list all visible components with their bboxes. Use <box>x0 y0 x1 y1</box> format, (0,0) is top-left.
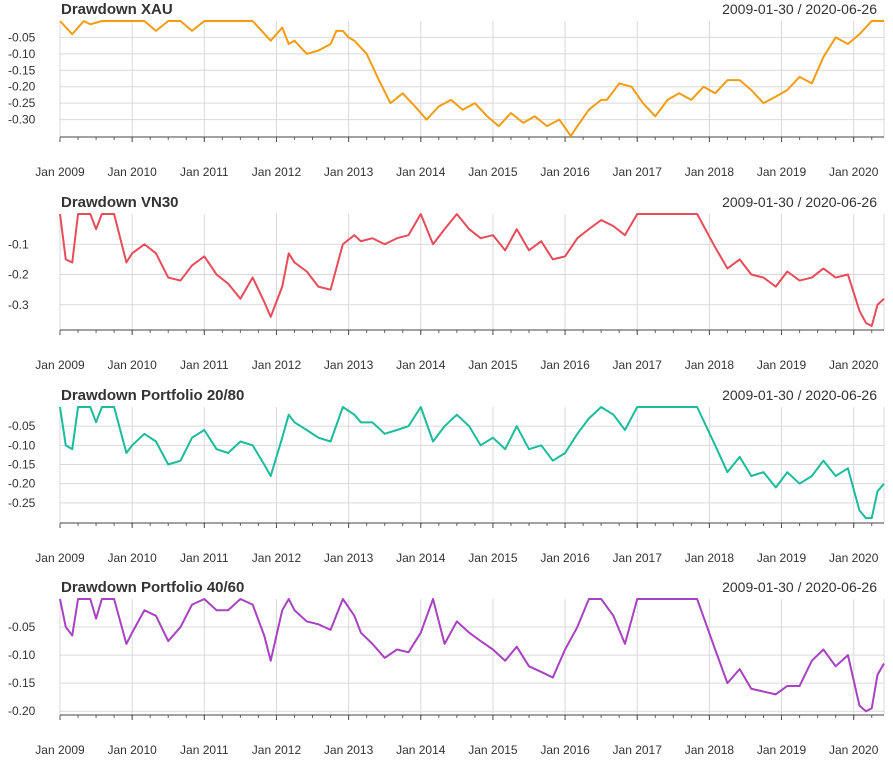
chart-title: Drawdown XAU <box>61 1 173 18</box>
x-tick-label: Jan 2014 <box>396 551 446 565</box>
y-tick-label: -0.10 <box>8 438 36 452</box>
series-line <box>59 598 885 713</box>
chart-panel-1: Drawdown XAU 2009-01-30 / 2020-06-26 Jan 2… <box>8 1 885 179</box>
x-tick-label: Jan 2020 <box>829 551 879 565</box>
x-tick-label: Jan 2018 <box>685 551 735 565</box>
x-tick-label: Jan 2016 <box>540 165 590 179</box>
y-tick-label: -0.10 <box>8 47 36 61</box>
x-tick-label: Jan 2016 <box>540 551 590 565</box>
x-tick-label: Jan 2019 <box>757 358 807 372</box>
x-tick-label: Jan 2013 <box>324 165 374 179</box>
x-tick-label: Jan 2012 <box>252 551 302 565</box>
y-tick-label: -0.3 <box>8 298 29 312</box>
date-range-label: 2009-01-30 / 2020-06-26 <box>722 387 877 403</box>
x-tick-label: Jan 2019 <box>757 551 807 565</box>
x-tick-label: Jan 2009 <box>35 551 85 565</box>
x-tick-label: Jan 2011 <box>180 743 229 757</box>
x-tick-label: Jan 2015 <box>468 165 518 179</box>
y-tick-label: -0.05 <box>8 419 36 433</box>
x-tick-label: Jan 2015 <box>468 358 518 372</box>
x-tick-label: Jan 2010 <box>107 358 157 372</box>
x-tick-label: Jan 2009 <box>35 165 85 179</box>
y-tick-label: -0.30 <box>8 113 36 127</box>
x-tick-label: Jan 2009 <box>35 743 85 757</box>
x-tick-label: Jan 2017 <box>613 743 663 757</box>
x-tick-label: Jan 2019 <box>757 743 807 757</box>
x-tick-label: Jan 2015 <box>468 743 518 757</box>
x-tick-label: Jan 2010 <box>107 743 157 757</box>
x-tick-label: Jan 2020 <box>829 358 879 372</box>
x-tick-label: Jan 2010 <box>107 165 157 179</box>
x-tick-label: Jan 2009 <box>35 358 85 372</box>
y-tick-label: -0.20 <box>8 477 36 491</box>
y-tick-label: -0.2 <box>8 268 29 282</box>
chart-panel-4: Drawdown Portfolio 40/60 2009-01-30 / 202… <box>8 579 885 757</box>
x-tick-label: Jan 2016 <box>540 743 590 757</box>
y-tick-label: -0.20 <box>8 704 36 718</box>
x-tick-label: Jan 2016 <box>540 358 590 372</box>
chart-panel-3: Drawdown Portfolio 20/80 2009-01-30 / 202… <box>8 387 885 565</box>
x-tick-label: Jan 2015 <box>468 551 518 565</box>
y-tick-label: -0.25 <box>8 496 36 510</box>
x-tick-label: Jan 2018 <box>685 358 735 372</box>
x-tick-label: Jan 2018 <box>685 165 735 179</box>
y-tick-label: -0.20 <box>8 80 36 94</box>
y-tick-label: -0.15 <box>8 63 36 77</box>
x-tick-label: Jan 2010 <box>107 551 157 565</box>
series-line <box>59 406 885 520</box>
y-tick-label: -0.25 <box>8 96 36 110</box>
x-tick-label: Jan 2014 <box>396 165 446 179</box>
y-tick-label: -0.05 <box>8 30 36 44</box>
y-tick-label: -0.15 <box>8 458 36 472</box>
series-line <box>59 213 885 327</box>
x-tick-label: Jan 2014 <box>396 743 446 757</box>
x-tick-label: Jan 2019 <box>757 165 807 179</box>
x-tick-label: Jan 2013 <box>324 743 374 757</box>
x-tick-label: Jan 2011 <box>180 551 229 565</box>
x-tick-label: Jan 2012 <box>252 165 302 179</box>
y-tick-label: -0.05 <box>8 620 36 634</box>
x-tick-label: Jan 2013 <box>324 551 374 565</box>
y-tick-label: -0.1 <box>8 237 29 251</box>
chart-title: Drawdown Portfolio 20/80 <box>61 387 244 404</box>
x-tick-label: Jan 2012 <box>252 358 302 372</box>
y-tick-label: -0.15 <box>8 676 36 690</box>
y-tick-label: -0.10 <box>8 648 36 662</box>
date-range-label: 2009-01-30 / 2020-06-26 <box>722 194 877 210</box>
x-tick-label: Jan 2011 <box>180 358 229 372</box>
x-tick-label: Jan 2020 <box>829 165 879 179</box>
chart-title: Drawdown Portfolio 40/60 <box>61 579 244 596</box>
x-tick-label: Jan 2018 <box>685 743 735 757</box>
x-tick-label: Jan 2017 <box>613 358 663 372</box>
chart-title: Drawdown VN30 <box>61 194 179 211</box>
date-range-label: 2009-01-30 / 2020-06-26 <box>722 579 877 595</box>
x-tick-label: Jan 2017 <box>613 165 663 179</box>
x-tick-label: Jan 2013 <box>324 358 374 372</box>
x-tick-label: Jan 2014 <box>396 358 446 372</box>
x-tick-label: Jan 2017 <box>613 551 663 565</box>
series-line <box>59 20 884 137</box>
chart-panel-2: Drawdown VN30 2009-01-30 / 2020-06-26 Jan … <box>8 194 885 372</box>
x-tick-label: Jan 2011 <box>180 165 229 179</box>
x-tick-label: Jan 2012 <box>252 743 302 757</box>
x-tick-label: Jan 2020 <box>829 743 879 757</box>
date-range-label: 2009-01-30 / 2020-06-26 <box>722 1 877 17</box>
